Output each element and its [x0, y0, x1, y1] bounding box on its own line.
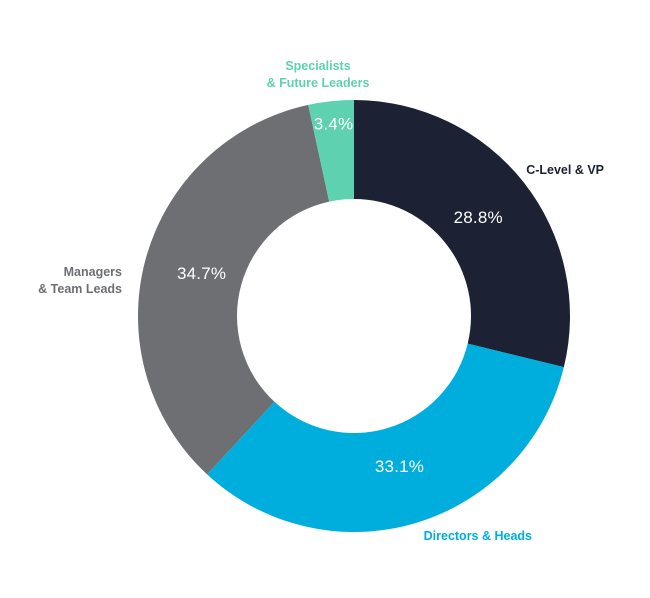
category-label-line: C-Level & VP: [526, 163, 604, 177]
category-label-managers-and-team-leads: Managers & Team Leads: [38, 265, 122, 296]
category-label-specialists-and-future-leaders: Specialists & Future Leaders: [267, 59, 370, 90]
donut-slice-specialists-and-future-leaders: [308, 100, 354, 202]
category-label-line: Specialists: [285, 59, 350, 73]
donut-slice-c-level-and-vp: [354, 100, 570, 368]
slice-value-label-directors-and-heads: 33.1%: [375, 457, 424, 476]
category-label-line: Managers: [64, 265, 122, 279]
category-label-line: & Team Leads: [38, 282, 122, 296]
slice-value-label-c-level-and-vp: 28.8%: [454, 208, 503, 227]
slice-value-label-specialists-and-future-leaders: 3.4%: [314, 115, 354, 134]
category-label-c-level-and-vp: C-Level & VP: [526, 163, 604, 177]
donut-slice-directors-and-heads: [207, 343, 564, 532]
category-label-directors-and-heads: Directors & Heads: [424, 529, 532, 543]
category-label-line: Directors & Heads: [424, 529, 532, 543]
category-label-line: & Future Leaders: [267, 76, 370, 90]
donut-slice-managers-and-team-leads: [138, 104, 330, 475]
slice-value-label-managers-and-team-leads: 34.7%: [177, 264, 226, 283]
